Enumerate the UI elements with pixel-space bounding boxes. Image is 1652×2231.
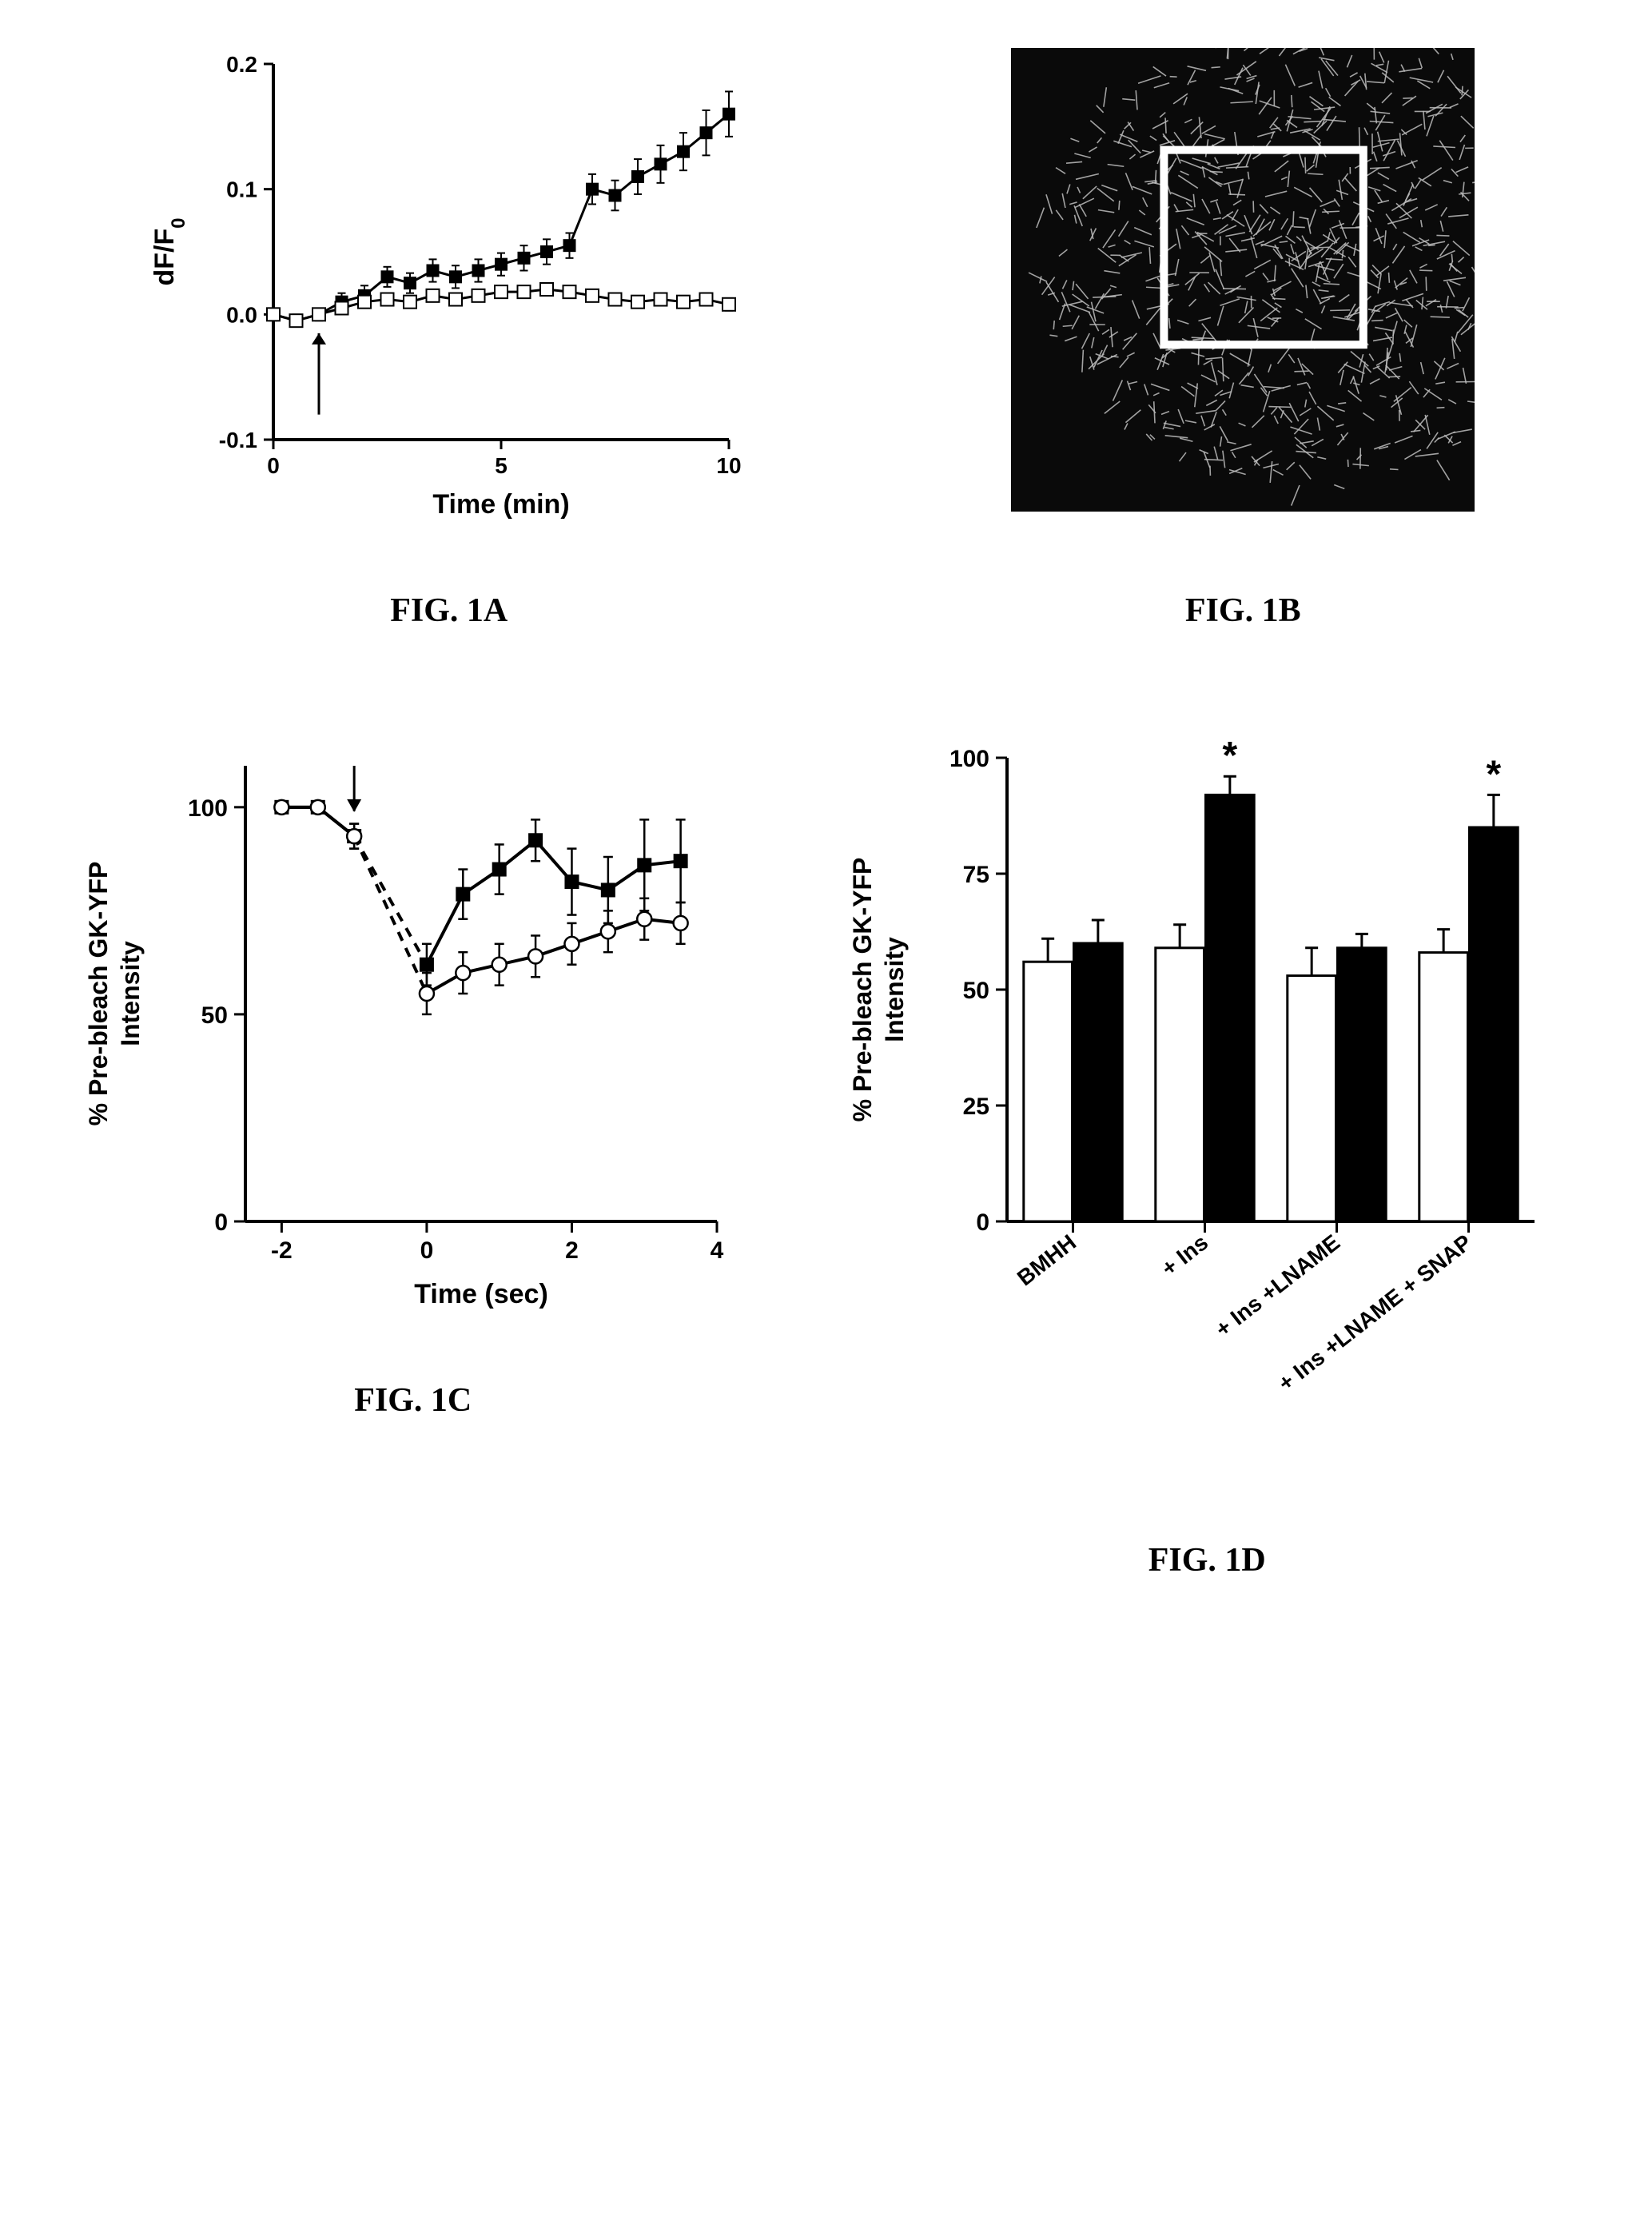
svg-text:25: 25 [963,1094,989,1120]
svg-text:5: 5 [495,453,508,478]
svg-text:% Pre-bleach GK-YFP: % Pre-bleach GK-YFP [848,858,877,1122]
svg-text:75: 75 [963,862,989,888]
caption-fig1c: FIG. 1C [354,1381,472,1420]
row-2: 0 50 100 -2 0 2 4 Time (sec) % Pre-bleach GK-YFP… [32,726,1620,1580]
svg-text:0: 0 [267,453,280,478]
chart-fig1d: 0 25 50 75 100 % Pre-bleach GK-YFPIntensity BM… [847,726,1566,1477]
row-1: -0.1 0.0 0.1 0.2 0 5 10 Time (min) dF/F0 FIG. 1A… [32,32,1620,630]
image-fig1b [971,32,1515,528]
caption-fig1d: FIG. 1D [1148,1541,1266,1580]
svg-text:2: 2 [565,1237,579,1264]
svg-text:0.1: 0.1 [226,177,257,202]
svg-text:0: 0 [977,1209,990,1236]
caption-fig1a: FIG. 1A [390,592,508,630]
svg-text:0: 0 [214,1209,228,1236]
svg-text:100: 100 [188,795,228,822]
svg-text:10: 10 [716,453,741,478]
svg-text:Time (sec): Time (sec) [414,1279,548,1309]
svg-text:-0.1: -0.1 [219,428,257,452]
svg-text:100: 100 [949,746,989,772]
chart-fig1c: 0 50 100 -2 0 2 4 Time (sec) % Pre-bleach GK-YFP… [86,726,741,1317]
panel-fig1b: FIG. 1B [971,32,1515,630]
svg-text:0.0: 0.0 [226,302,257,327]
svg-text:Intensity: Intensity [116,941,145,1046]
svg-text:+ Ins +LNAME: + Ins +LNAME [1211,1229,1344,1341]
figure-page: -0.1 0.0 0.1 0.2 0 5 10 Time (min) dF/F0 FIG. 1A… [32,32,1620,1580]
svg-text:*: * [1223,735,1238,777]
svg-text:Time (min): Time (min) [432,489,569,520]
panel-fig1a: -0.1 0.0 0.1 0.2 0 5 10 Time (min) dF/F0 FIG. 1A [137,32,761,630]
svg-text:50: 50 [201,1002,227,1029]
svg-text:dF/F0: dF/F0 [149,217,189,285]
svg-text:+ Ins: + Ins [1156,1229,1212,1281]
panel-fig1c: 0 50 100 -2 0 2 4 Time (sec) % Pre-bleach GK-YFP… [86,726,741,1420]
svg-text:0: 0 [420,1237,433,1264]
panel-fig1d: 0 25 50 75 100 % Pre-bleach GK-YFPIntensity BM… [847,726,1566,1580]
chart-fig1a: -0.1 0.0 0.1 0.2 0 5 10 Time (min) dF/F0 [137,32,761,528]
svg-text:% Pre-bleach GK-YFP: % Pre-bleach GK-YFP [86,862,113,1126]
caption-fig1b: FIG. 1B [1185,592,1301,630]
svg-text:50: 50 [963,978,989,1004]
svg-text:0.2: 0.2 [226,52,257,77]
svg-text:BMHH: BMHH [1013,1229,1081,1290]
svg-text:4: 4 [710,1237,723,1264]
svg-text:Intensity: Intensity [880,937,909,1042]
svg-text:-2: -2 [271,1237,293,1264]
svg-text:*: * [1487,753,1502,795]
